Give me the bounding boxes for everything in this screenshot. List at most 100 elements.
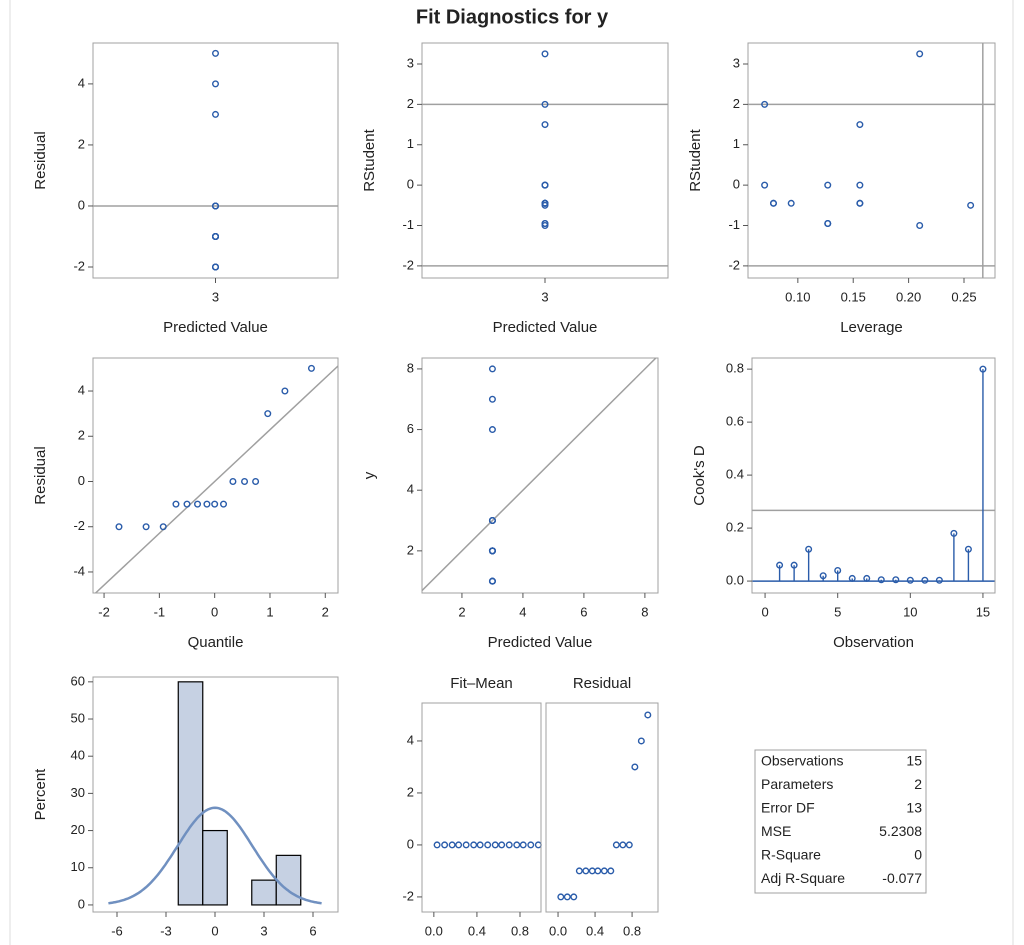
point bbox=[625, 841, 633, 849]
y-tick-label: 60 bbox=[71, 673, 85, 688]
y-tick-label: 40 bbox=[71, 748, 85, 763]
y-tick-label: 2 bbox=[78, 136, 85, 151]
x-tick-label: 2 bbox=[322, 604, 329, 619]
point bbox=[513, 841, 521, 849]
point bbox=[229, 477, 237, 485]
reference-line bbox=[422, 358, 657, 592]
x-axis-label: Observation bbox=[833, 634, 914, 651]
x-tick-label: 0.10 bbox=[785, 289, 810, 304]
point bbox=[856, 121, 864, 129]
x-tick-label: 0.8 bbox=[623, 923, 641, 938]
x-tick-label: -6 bbox=[111, 923, 123, 938]
point bbox=[594, 867, 602, 875]
point bbox=[211, 263, 219, 271]
y-tick-label: 30 bbox=[71, 785, 85, 800]
x-tick-label: 5 bbox=[834, 604, 841, 619]
y-axis-label: Cook's D bbox=[691, 445, 708, 506]
plot-frame bbox=[545, 702, 659, 913]
point bbox=[203, 500, 211, 508]
point bbox=[488, 365, 496, 373]
point bbox=[541, 181, 549, 189]
point bbox=[607, 867, 615, 875]
x-tick-label: 8 bbox=[641, 604, 648, 619]
x-tick-label: 15 bbox=[976, 604, 990, 619]
plot-area bbox=[94, 365, 338, 593]
point bbox=[856, 181, 864, 189]
y-tick-label: 4 bbox=[78, 382, 85, 397]
y-tick-label: 0.2 bbox=[726, 520, 744, 535]
x-axis-label: Predicted Value bbox=[493, 319, 598, 336]
x-tick-label: 1 bbox=[266, 604, 273, 619]
stat-value: 5.2308 bbox=[879, 823, 922, 839]
point bbox=[863, 574, 871, 582]
plot-frame bbox=[92, 357, 339, 594]
point bbox=[631, 763, 639, 771]
bar bbox=[177, 681, 204, 906]
panel-label: Fit–Mean bbox=[450, 675, 513, 692]
point bbox=[527, 841, 535, 849]
stat-value: -0.077 bbox=[882, 870, 922, 886]
point bbox=[563, 893, 571, 901]
stat-name: Adj R-Square bbox=[761, 870, 845, 886]
point bbox=[776, 561, 784, 569]
y-tick-label: 10 bbox=[71, 859, 85, 874]
x-tick-label: 6 bbox=[580, 604, 587, 619]
stat-name: Observations bbox=[761, 753, 843, 769]
point bbox=[541, 201, 549, 209]
x-axis-label: Predicted Value bbox=[488, 634, 593, 651]
point bbox=[619, 841, 627, 849]
y-tick-label: -2 bbox=[73, 518, 85, 533]
point bbox=[433, 841, 441, 849]
x-tick-label: -3 bbox=[160, 923, 172, 938]
x-tick-label: 0 bbox=[761, 604, 768, 619]
y-tick-label: 0 bbox=[78, 896, 85, 911]
x-tick-label: 0.15 bbox=[841, 289, 866, 304]
stat-name: R-Square bbox=[761, 847, 821, 863]
y-tick-label: 3 bbox=[733, 55, 740, 70]
point bbox=[877, 576, 885, 584]
point bbox=[790, 561, 798, 569]
point bbox=[787, 199, 795, 207]
point bbox=[575, 867, 583, 875]
panel-label: Residual bbox=[573, 675, 631, 692]
point bbox=[491, 841, 499, 849]
point bbox=[979, 365, 987, 373]
bar bbox=[251, 879, 277, 906]
plot-frame bbox=[421, 357, 659, 594]
x-tick-label: 0.20 bbox=[896, 289, 921, 304]
stats-table bbox=[754, 749, 927, 894]
point bbox=[307, 364, 315, 372]
point bbox=[470, 841, 478, 849]
stat-value: 13 bbox=[906, 800, 922, 816]
point bbox=[644, 711, 652, 719]
point bbox=[488, 547, 496, 555]
x-tick-label: 3 bbox=[212, 289, 219, 304]
y-tick-label: 2 bbox=[733, 96, 740, 111]
stat-value: 15 bbox=[906, 753, 922, 769]
plot-area bbox=[422, 103, 668, 267]
y-tick-label: 4 bbox=[407, 732, 414, 747]
stat-name: Error DF bbox=[761, 800, 815, 816]
point bbox=[761, 181, 769, 189]
x-axis-label: Quantile bbox=[188, 634, 244, 651]
x-tick-label: 0.8 bbox=[511, 923, 529, 938]
point bbox=[455, 841, 463, 849]
point bbox=[824, 219, 832, 227]
normal-curve bbox=[108, 806, 322, 905]
x-tick-label: 0.4 bbox=[468, 923, 486, 938]
plot-frame bbox=[421, 702, 542, 913]
x-axis-label: Predicted Value bbox=[163, 319, 268, 336]
point bbox=[488, 426, 496, 434]
x-tick-label: 0.0 bbox=[549, 923, 567, 938]
y-tick-label: 0.0 bbox=[726, 573, 744, 588]
point bbox=[115, 523, 123, 531]
point bbox=[448, 841, 456, 849]
point bbox=[761, 100, 769, 108]
bar bbox=[202, 829, 228, 906]
point bbox=[557, 893, 565, 901]
point bbox=[488, 517, 496, 525]
point bbox=[211, 80, 219, 88]
stat-name: MSE bbox=[761, 823, 791, 839]
y-tick-label: 1 bbox=[407, 136, 414, 151]
point bbox=[505, 841, 513, 849]
